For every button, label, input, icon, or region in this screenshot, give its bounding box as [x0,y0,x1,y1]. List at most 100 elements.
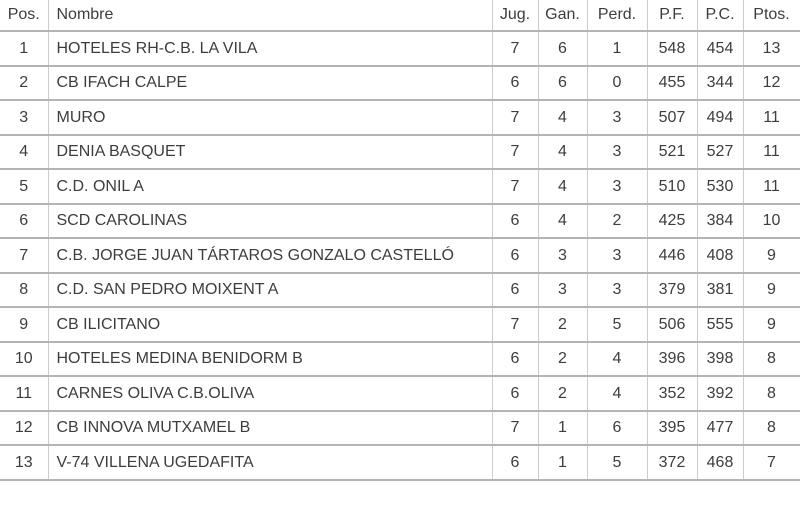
table-row: 8 C.D. SAN PEDRO MOIXENT A 6 3 3 379 381… [0,272,800,308]
cell-pos: 6 [0,203,48,239]
cell-perd: 3 [586,100,647,136]
cell-pc: 408 [696,238,743,274]
table-row: 9 CB ILICITANO 7 2 5 506 555 9 [0,307,800,343]
cell-pos: 7 [0,238,48,274]
cell-nombre: CB INNOVA MUTXAMEL B [47,410,492,446]
cell-pf: 548 [646,31,697,67]
cell-pc: 454 [696,31,743,67]
cell-pos: 13 [0,445,48,481]
cell-pf: 395 [646,410,697,446]
col-header-pos: Pos. [0,0,48,32]
table-row: 10 HOTELES MEDINA BENIDORM B 6 2 4 396 3… [0,341,800,377]
table-row: 6 SCD CAROLINAS 6 4 2 425 384 10 [0,203,800,239]
cell-nombre: C.D. ONIL A [47,169,492,205]
table-row: 3 MURO 7 4 3 507 494 11 [0,100,800,136]
cell-ptos: 8 [742,376,800,412]
cell-pos: 12 [0,410,48,446]
col-header-perd: Perd. [586,0,647,32]
cell-gan: 4 [537,203,587,239]
cell-pf: 510 [646,169,697,205]
cell-ptos: 11 [742,169,800,205]
cell-pos: 11 [0,376,48,412]
table-row: 11 CARNES OLIVA C.B.OLIVA 6 2 4 352 392 … [0,376,800,412]
cell-nombre: C.D. SAN PEDRO MOIXENT A [47,272,492,308]
col-header-pc: P.C. [696,0,743,32]
cell-pos: 8 [0,272,48,308]
cell-nombre: CB ILICITANO [47,307,492,343]
cell-gan: 4 [537,169,587,205]
cell-pc: 398 [696,341,743,377]
cell-perd: 4 [586,341,647,377]
cell-jug: 6 [491,65,538,101]
cell-jug: 7 [491,307,538,343]
cell-ptos: 9 [742,307,800,343]
cell-pf: 446 [646,238,697,274]
cell-perd: 2 [586,203,647,239]
cell-pf: 396 [646,341,697,377]
cell-ptos: 12 [742,65,800,101]
cell-gan: 2 [537,376,587,412]
cell-nombre: CB IFACH CALPE [47,65,492,101]
cell-perd: 0 [586,65,647,101]
cell-pos: 2 [0,65,48,101]
cell-perd: 4 [586,376,647,412]
cell-jug: 6 [491,445,538,481]
cell-gan: 6 [537,31,587,67]
cell-gan: 1 [537,445,587,481]
cell-pf: 425 [646,203,697,239]
cell-ptos: 8 [742,410,800,446]
cell-pc: 344 [696,65,743,101]
cell-perd: 5 [586,307,647,343]
table-row: 12 CB INNOVA MUTXAMEL B 7 1 6 395 477 8 [0,410,800,446]
cell-jug: 7 [491,31,538,67]
cell-pc: 468 [696,445,743,481]
cell-pf: 455 [646,65,697,101]
cell-perd: 3 [586,169,647,205]
table-row: 7 C.B. JORGE JUAN TÁRTAROS GONZALO CASTE… [0,238,800,274]
cell-pc: 392 [696,376,743,412]
standings-header: Pos. Nombre Jug. Gan. Perd. P.F. P.C. Pt… [0,0,800,32]
table-row: 2 CB IFACH CALPE 6 6 0 455 344 12 [0,65,800,101]
cell-ptos: 8 [742,341,800,377]
cell-ptos: 7 [742,445,800,481]
cell-ptos: 9 [742,272,800,308]
cell-pc: 555 [696,307,743,343]
table-row: 1 HOTELES RH-C.B. LA VILA 7 6 1 548 454 … [0,31,800,67]
cell-pc: 384 [696,203,743,239]
cell-pos: 4 [0,134,48,170]
cell-perd: 6 [586,410,647,446]
cell-ptos: 11 [742,100,800,136]
cell-pf: 352 [646,376,697,412]
col-header-pf: P.F. [646,0,697,32]
col-header-ptos: Ptos. [742,0,800,32]
standings-body: 1 HOTELES RH-C.B. LA VILA 7 6 1 548 454 … [0,31,800,481]
cell-pc: 477 [696,410,743,446]
cell-jug: 6 [491,272,538,308]
cell-gan: 6 [537,65,587,101]
cell-pos: 3 [0,100,48,136]
col-header-gan: Gan. [537,0,587,32]
cell-gan: 2 [537,341,587,377]
cell-gan: 4 [537,100,587,136]
cell-jug: 6 [491,238,538,274]
table-row: 4 DENIA BASQUET 7 4 3 521 527 11 [0,134,800,170]
cell-pf: 506 [646,307,697,343]
cell-nombre: C.B. JORGE JUAN TÁRTAROS GONZALO CASTELL… [47,238,492,274]
cell-perd: 1 [586,31,647,67]
cell-pos: 5 [0,169,48,205]
cell-jug: 7 [491,134,538,170]
cell-jug: 6 [491,341,538,377]
cell-nombre: DENIA BASQUET [47,134,492,170]
cell-perd: 5 [586,445,647,481]
table-row: 13 V-74 VILLENA UGEDAFITA 6 1 5 372 468 … [0,445,800,481]
cell-gan: 3 [537,238,587,274]
cell-perd: 3 [586,238,647,274]
header-row: Pos. Nombre Jug. Gan. Perd. P.F. P.C. Pt… [0,0,800,32]
cell-perd: 3 [586,272,647,308]
cell-pos: 10 [0,341,48,377]
cell-jug: 6 [491,376,538,412]
cell-nombre: HOTELES MEDINA BENIDORM B [47,341,492,377]
cell-nombre: HOTELES RH-C.B. LA VILA [47,31,492,67]
cell-gan: 2 [537,307,587,343]
cell-pc: 530 [696,169,743,205]
